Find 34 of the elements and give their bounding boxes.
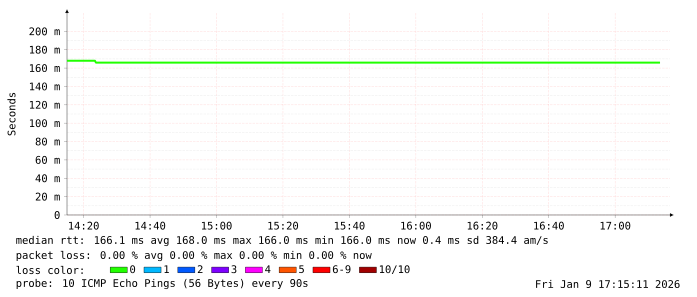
y-tick-label: 100 m	[30, 119, 60, 128]
y-tick-label: 60 m	[36, 156, 60, 164]
y-tick-label: 120 m	[30, 100, 60, 109]
x-tick-label: 16:40	[534, 222, 564, 230]
x-tick-label: 16:20	[468, 222, 498, 230]
text: median rtt: 166.1 ms avg 168.0 ms max 166.0 ms min 166.0 ms now 0.4 ms sd 384.4 am/s	[16, 236, 548, 246]
x-tick-label: 15:40	[334, 222, 365, 230]
y-axis-title: Seconds	[7, 92, 16, 136]
legend-label: 3	[232, 265, 236, 274]
x-tick-label: 16:00	[401, 222, 431, 230]
legend-label: 10/10	[380, 265, 410, 274]
y-tick-label: 40 m	[36, 174, 60, 182]
y-tick-label: 140 m	[30, 82, 60, 90]
y-tick-label: 80 m	[36, 138, 60, 146]
y-tick-label: 20 m	[36, 192, 60, 201]
x-tick-label: 15:20	[268, 222, 298, 230]
legend-label: 2	[198, 265, 202, 274]
legend-label: 4	[265, 265, 270, 273]
legend-label: 0	[130, 265, 136, 274]
legend-title: loss color:	[16, 266, 83, 274]
legend-label: 1	[164, 265, 169, 273]
y-tick-label: 160 m	[30, 64, 60, 72]
x-tick-label: 14:20	[69, 222, 99, 230]
legend-label: 5	[299, 265, 304, 274]
x-tick-label: 17:00	[600, 222, 630, 230]
text: packet loss: 0.00 % avg 0.00 % max 0.00 % min 0.00 % now	[16, 250, 372, 262]
y-tick-label: 200 m	[29, 27, 60, 36]
y-tick-label: 0	[54, 211, 60, 219]
text: Fri Jan 9 17:15:11 2026	[536, 280, 680, 288]
x-tick-label: 14:40	[136, 222, 166, 230]
legend-label: 6-9	[332, 265, 350, 274]
x-tick-label: 15:00	[202, 222, 232, 230]
y-tick-label: 180 m	[30, 46, 60, 54]
text: probe: 10 ICMP Echo Pings (56 Bytes) every 90s	[16, 278, 308, 290]
